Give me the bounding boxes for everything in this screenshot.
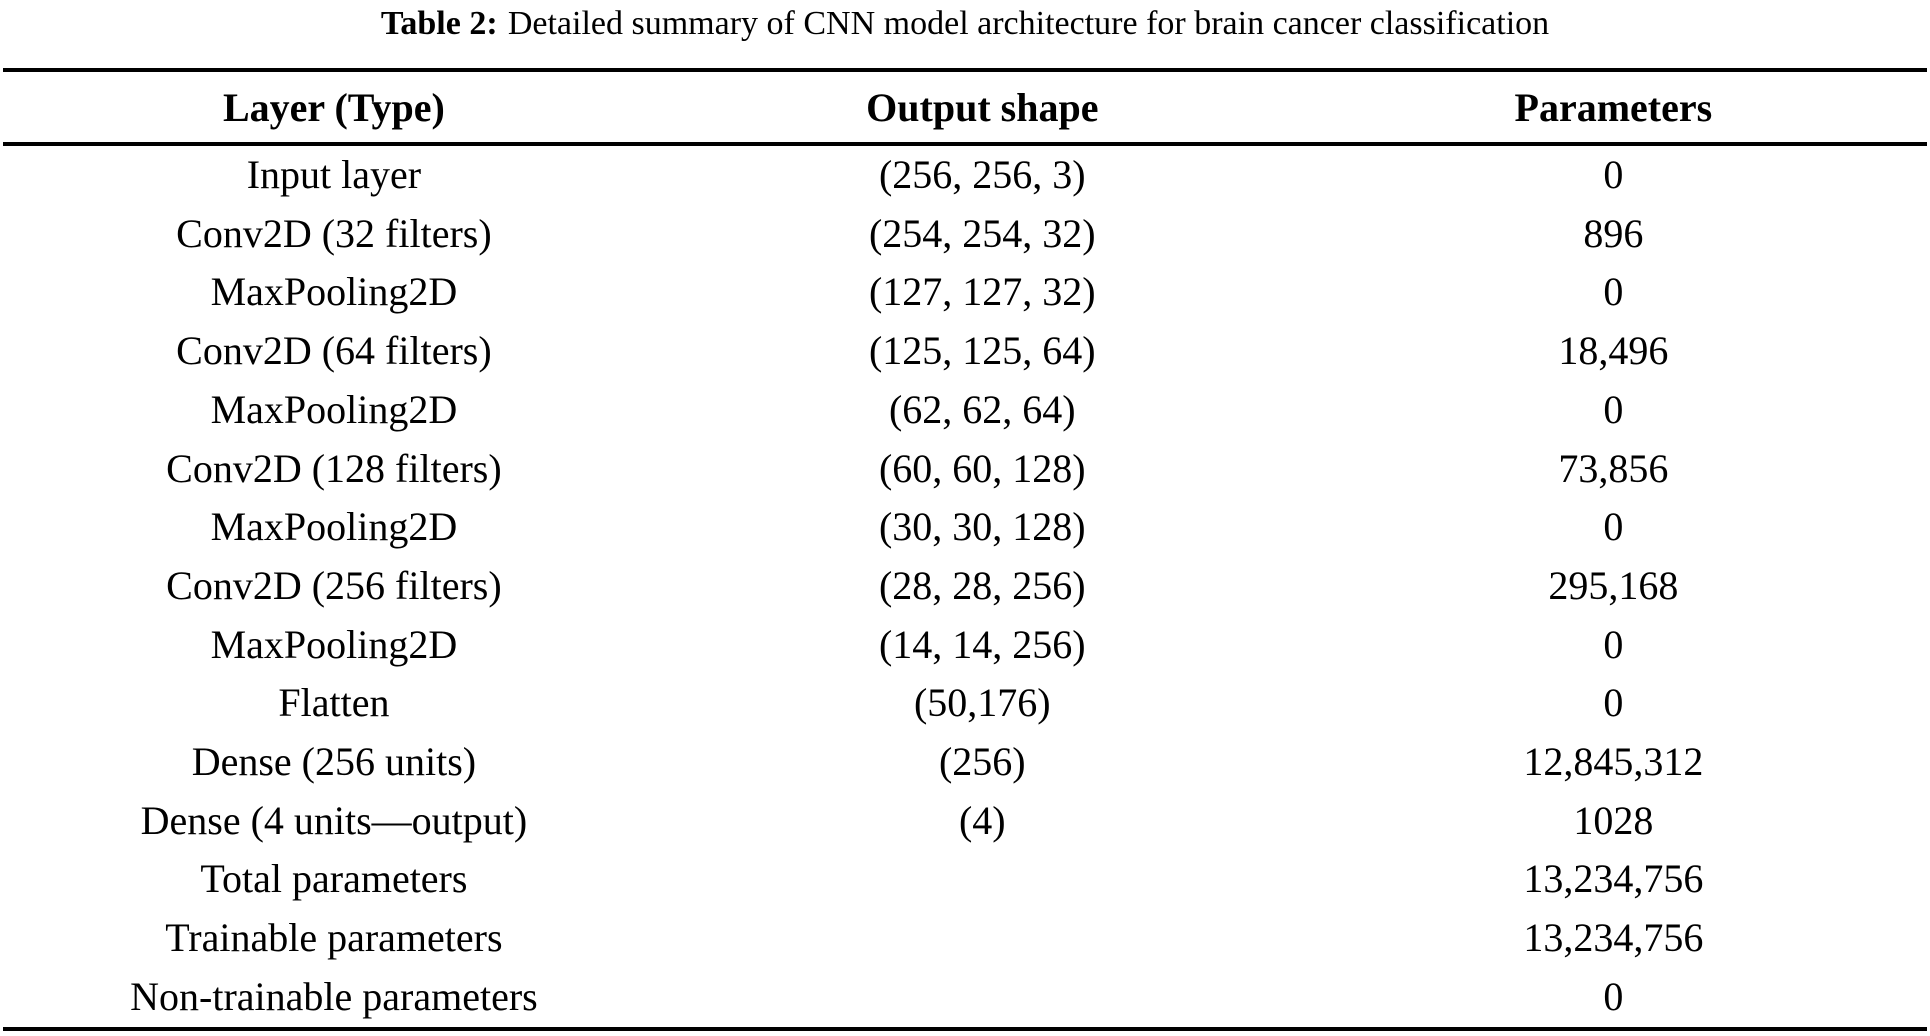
table-row: MaxPooling2D (14, 14, 256) 0 [3,616,1927,675]
cell-layer-type: Flatten [278,680,390,726]
column-header-output-shape: Output shape [664,70,1300,146]
table-row: MaxPooling2D (62, 62, 64) 0 [3,381,1927,440]
cell-output-shape: (28, 28, 256) [878,562,1086,608]
table-body: Input layer (256, 256, 3) 0 Conv2D (32 filt… [3,144,1927,1029]
cell-layer-type: Non-trainable parameters [130,973,538,1019]
architecture-table: Layer (Type) Output shape Parameters Inp… [3,68,1927,1031]
cell-parameters: 896 [1583,210,1644,256]
cell-parameters: 0 [1603,621,1624,667]
cell-layer-type: Conv2D (256 filters) [166,562,502,608]
cell-layer-type: Trainable parameters [165,915,503,961]
cell-output-shape: (256) [938,739,1026,785]
cell-layer-type: MaxPooling2D [210,504,458,550]
table-row: Conv2D (128 filters) (60, 60, 128) 73,856 [3,440,1927,499]
cell-output-shape: (4) [958,797,1006,843]
cell-parameters: 73,856 [1558,445,1669,491]
cell-parameters: 295,168 [1548,562,1679,608]
cell-layer-type: Dense (256 units) [191,739,477,785]
cell-layer-type: Input layer [246,152,422,197]
cell-output-shape: (60, 60, 128) [878,445,1086,491]
table-row: Trainable parameters 13,234,756 [3,909,1927,968]
cell-parameters: 13,234,756 [1523,856,1704,902]
table-caption: Table 2: Detailed summary of CNN model ar… [0,0,1930,46]
table-row: MaxPooling2D (127, 127, 32) 0 [3,263,1927,322]
cell-parameters: 0 [1603,152,1624,197]
cell-output-shape: (50,176) [913,680,1051,726]
cell-output-shape: (62, 62, 64) [888,386,1076,432]
cell-layer-type: MaxPooling2D [210,269,458,315]
cell-output-shape [665,909,1300,968]
cell-output-shape [665,850,1300,909]
cell-parameters: 1028 [1573,797,1654,843]
table-row: Flatten (50,176) 0 [3,674,1927,733]
table-row: Total parameters 13,234,756 [3,850,1927,909]
cell-parameters: 0 [1603,973,1624,1019]
column-header-parameters: Parameters [1299,70,1927,146]
cell-parameters: 18,496 [1558,328,1669,374]
caption-label: Table 2: [380,5,498,42]
cell-output-shape: (127, 127, 32) [868,269,1096,315]
cell-layer-type: Conv2D (32 filters) [176,210,492,256]
table-row: Dense (4 units—output) (4) 1028 [3,792,1927,851]
cell-layer-type: Conv2D (64 filters) [176,328,492,374]
table-row: MaxPooling2D (30, 30, 128) 0 [3,498,1927,557]
cell-parameters: 0 [1603,680,1624,726]
cell-output-shape: (30, 30, 128) [878,504,1086,550]
table-row: Conv2D (64 filters) (125, 125, 64) 18,496 [3,322,1927,381]
cell-output-shape: (14, 14, 256) [878,621,1086,667]
cell-parameters: 0 [1603,269,1624,315]
cell-parameters: 12,845,312 [1523,739,1704,785]
column-header-layer-type: Layer (Type) [3,70,665,146]
cell-layer-type: Dense (4 units—output) [140,797,528,843]
table-header: Layer (Type) Output shape Parameters [3,70,1927,146]
table-row: Input layer (256, 256, 3) 0 [3,144,1927,205]
cell-output-shape: (254, 254, 32) [868,210,1096,256]
cell-layer-type: Total parameters [200,856,468,902]
cell-parameters: 13,234,756 [1523,915,1704,961]
cell-parameters: 0 [1603,386,1624,432]
cell-layer-type: MaxPooling2D [210,386,458,432]
table-row: Conv2D (256 filters) (28, 28, 256) 295,168 [3,557,1927,616]
cell-output-shape: (256, 256, 3) [878,152,1086,197]
table-row: Conv2D (32 filters) (254, 254, 32) 896 [3,205,1927,264]
cell-output-shape: (125, 125, 64) [868,328,1096,374]
caption-text: Detailed summary of CNN model architectu… [507,5,1550,42]
cell-output-shape [665,968,1300,1029]
cell-layer-type: Conv2D (128 filters) [166,445,502,491]
cell-parameters: 0 [1603,504,1624,550]
table-row: Non-trainable parameters 0 [3,968,1927,1029]
header-row: Layer (Type) Output shape Parameters [3,70,1927,146]
table-row: Dense (256 units) (256) 12,845,312 [3,733,1927,792]
cell-layer-type: MaxPooling2D [210,621,458,667]
